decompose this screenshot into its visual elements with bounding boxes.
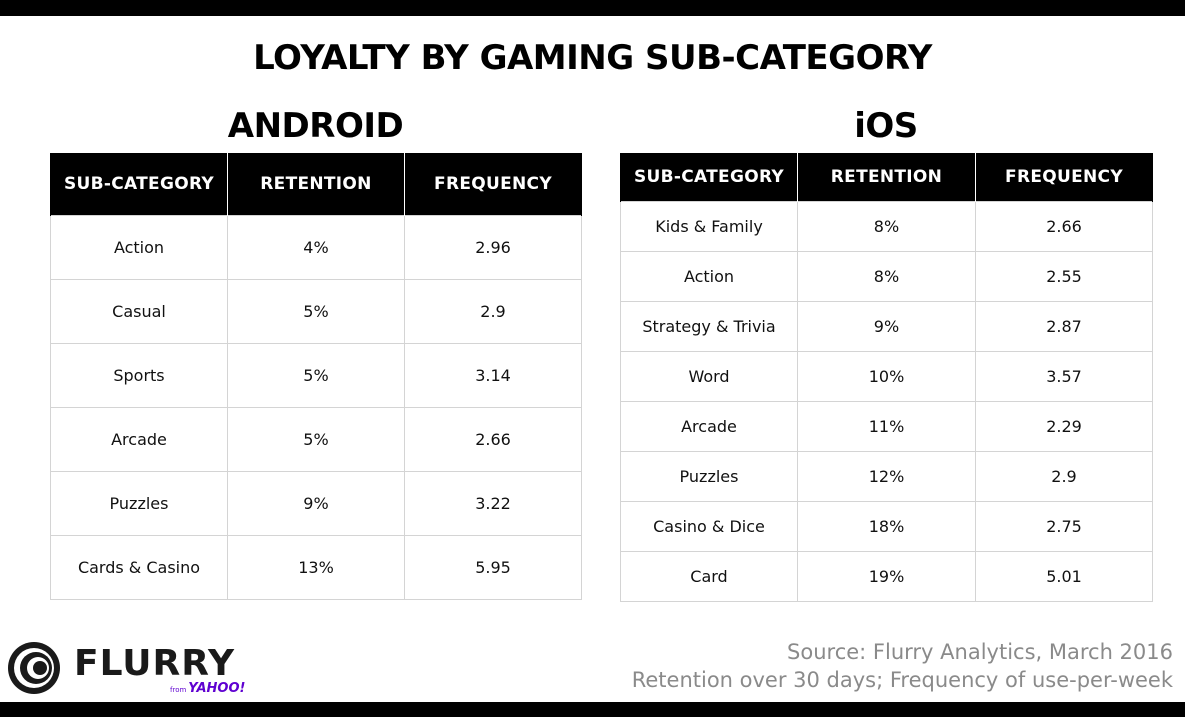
ios-cell-frequency: 2.29 <box>975 401 1153 452</box>
yahoo-from-label: from <box>170 686 187 694</box>
table-row: Kids & Family 8% 2.66 <box>620 201 1153 252</box>
table-row: Action 8% 2.55 <box>620 251 1153 302</box>
ios-cell-category: Strategy & Trivia <box>620 301 798 352</box>
android-cell-frequency: 3.22 <box>404 471 582 536</box>
android-cell-retention: 5% <box>227 279 405 344</box>
ios-section-title: iOS <box>854 106 918 146</box>
source-note: Source: Flurry Analytics, March 2016 <box>787 640 1173 664</box>
ios-header-subcategory: SUB-CATEGORY <box>620 153 798 202</box>
ios-cell-category: Word <box>620 351 798 402</box>
ios-table: SUB-CATEGORY RETENTION FREQUENCY Kids & … <box>620 153 1153 602</box>
flurry-wordmark: FLURRY <box>74 643 236 684</box>
ios-cell-category: Kids & Family <box>620 201 798 252</box>
android-cell-retention: 13% <box>227 535 405 600</box>
table-row: Puzzles 12% 2.9 <box>620 451 1153 502</box>
ios-cell-retention: 9% <box>797 301 976 352</box>
table-row: Casino & Dice 18% 2.75 <box>620 501 1153 552</box>
top-bar <box>0 0 1185 16</box>
android-cell-frequency: 2.66 <box>404 407 582 472</box>
android-header-row: SUB-CATEGORY RETENTION FREQUENCY <box>50 153 582 216</box>
android-header-frequency: FREQUENCY <box>404 153 582 216</box>
table-row: Arcade 11% 2.29 <box>620 401 1153 452</box>
flurry-logo: FLURRY from YAHOO! <box>6 640 246 700</box>
ios-cell-retention: 12% <box>797 451 976 502</box>
page-title: LOYALTY BY GAMING SUB-CATEGORY <box>253 38 932 78</box>
ios-cell-retention: 8% <box>797 251 976 302</box>
table-row: Puzzles 9% 3.22 <box>50 471 582 536</box>
bottom-bar <box>0 702 1185 717</box>
ios-cell-retention: 11% <box>797 401 976 452</box>
table-row: Word 10% 3.57 <box>620 351 1153 402</box>
ios-cell-category: Casino & Dice <box>620 501 798 552</box>
ios-cell-retention: 18% <box>797 501 976 552</box>
yahoo-wordmark: YAHOO! <box>188 681 246 696</box>
android-cell-frequency: 3.14 <box>404 343 582 408</box>
ios-cell-category: Puzzles <box>620 451 798 502</box>
android-cell-category: Casual <box>50 279 228 344</box>
ios-header-retention: RETENTION <box>797 153 976 202</box>
android-cell-retention: 5% <box>227 343 405 408</box>
android-cell-category: Sports <box>50 343 228 408</box>
ios-cell-retention: 8% <box>797 201 976 252</box>
table-row: Sports 5% 3.14 <box>50 343 582 408</box>
ios-cell-frequency: 3.57 <box>975 351 1153 402</box>
table-row: Cards & Casino 13% 5.95 <box>50 535 582 600</box>
android-table: SUB-CATEGORY RETENTION FREQUENCY Action … <box>50 153 582 600</box>
table-row: Card 19% 5.01 <box>620 551 1153 602</box>
android-header-retention: RETENTION <box>227 153 405 216</box>
ios-cell-frequency: 2.75 <box>975 501 1153 552</box>
ios-cell-retention: 19% <box>797 551 976 602</box>
android-cell-retention: 4% <box>227 215 405 280</box>
flurry-swirl-icon <box>8 642 60 694</box>
ios-cell-frequency: 2.87 <box>975 301 1153 352</box>
android-cell-category: Action <box>50 215 228 280</box>
android-cell-category: Cards & Casino <box>50 535 228 600</box>
ios-cell-category: Arcade <box>620 401 798 452</box>
ios-cell-category: Action <box>620 251 798 302</box>
ios-header-row: SUB-CATEGORY RETENTION FREQUENCY <box>620 153 1153 202</box>
android-header-subcategory: SUB-CATEGORY <box>50 153 228 216</box>
table-row: Action 4% 2.96 <box>50 215 582 280</box>
android-cell-category: Puzzles <box>50 471 228 536</box>
ios-cell-frequency: 5.01 <box>975 551 1153 602</box>
ios-header-frequency: FREQUENCY <box>975 153 1153 202</box>
yahoo-attribution: from YAHOO! <box>170 682 245 697</box>
android-cell-category: Arcade <box>50 407 228 472</box>
android-cell-retention: 5% <box>227 407 405 472</box>
ios-cell-category: Card <box>620 551 798 602</box>
ios-cell-frequency: 2.9 <box>975 451 1153 502</box>
ios-cell-frequency: 2.66 <box>975 201 1153 252</box>
android-section-title: ANDROID <box>227 106 404 146</box>
android-cell-frequency: 2.96 <box>404 215 582 280</box>
definition-note: Retention over 30 days; Frequency of use… <box>631 668 1173 692</box>
android-cell-retention: 9% <box>227 471 405 536</box>
ios-cell-retention: 10% <box>797 351 976 402</box>
table-row: Casual 5% 2.9 <box>50 279 582 344</box>
table-row: Strategy & Trivia 9% 2.87 <box>620 301 1153 352</box>
ios-cell-frequency: 2.55 <box>975 251 1153 302</box>
android-cell-frequency: 2.9 <box>404 279 582 344</box>
android-cell-frequency: 5.95 <box>404 535 582 600</box>
table-row: Arcade 5% 2.66 <box>50 407 582 472</box>
